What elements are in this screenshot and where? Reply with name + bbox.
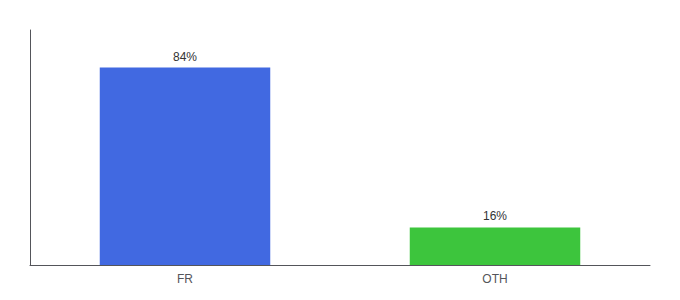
svg-text:16%: 16% [483, 209, 507, 223]
svg-text:84%: 84% [173, 50, 197, 64]
svg-text:OTH: OTH [482, 272, 507, 286]
svg-text:FR: FR [177, 272, 193, 286]
